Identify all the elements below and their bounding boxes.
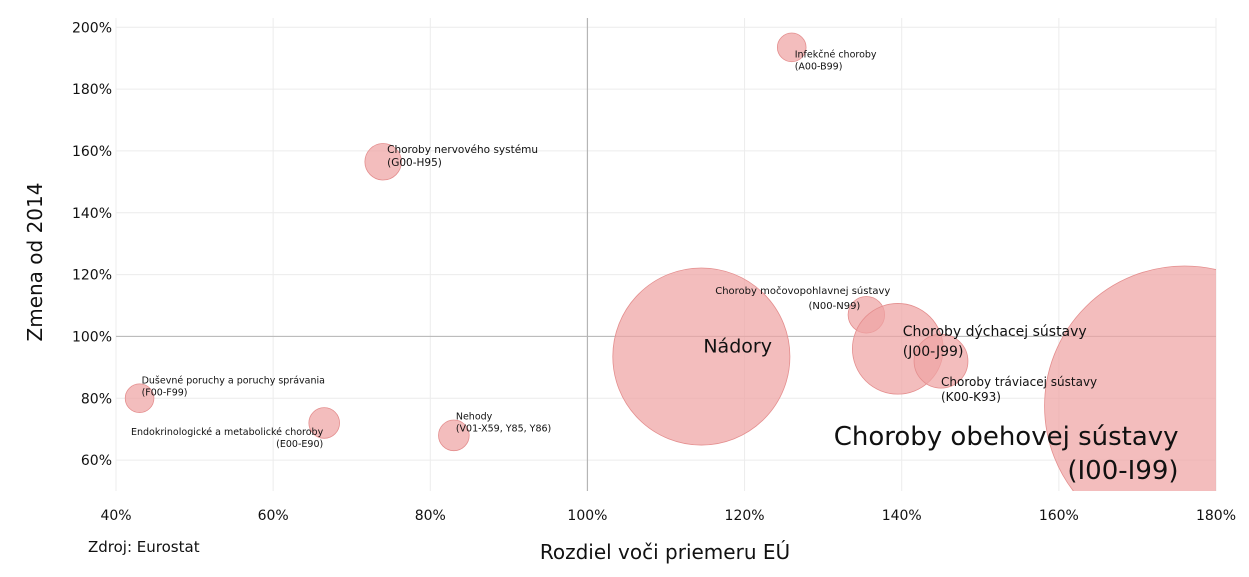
x-tick-label: 160%: [1039, 508, 1079, 524]
x-axis-ticks: 40% 60% 80% 100% 120% 140% 160% 180%: [100, 508, 1236, 524]
y-tick-label: 140%: [72, 206, 112, 222]
y-tick-label: 100%: [72, 329, 112, 345]
bubble-label-line: Choroby nervového systému: [387, 144, 538, 156]
y-tick-label: 160%: [72, 144, 112, 160]
x-tick-label: 120%: [725, 508, 765, 524]
bubble: [364, 143, 402, 181]
bubble-label-line: (F00-F99): [142, 387, 188, 398]
x-tick-label: 60%: [258, 508, 289, 524]
x-tick-label: 180%: [1196, 508, 1236, 524]
bubble: [124, 383, 155, 414]
bubble-label-line: (N00-N99): [809, 301, 861, 312]
bubble-label: Infekčné choroby (A00-B99): [795, 49, 877, 72]
x-tick-label: 40%: [100, 508, 131, 524]
bubble-label: Choroby tráviacej sústavy (K00-K93): [941, 375, 1097, 404]
bubble-label-line: Choroby obehovej sústavy: [834, 422, 1179, 452]
x-axis-title: Rozdiel voči priemeru EÚ: [540, 540, 790, 564]
bubble-label: Endokrinologické a metabolické choroby (E…: [131, 427, 324, 450]
bubble-label: Nehody (V01-X59, Y85, Y86): [456, 411, 551, 434]
bubble-label-line: (K00-K93): [941, 390, 1001, 404]
bubble-label-line: (A00-B99): [795, 61, 843, 72]
x-tick-label: 100%: [567, 508, 607, 524]
bubble-label-line: Infekčné choroby: [795, 49, 877, 60]
y-axis-title: Zmena od 2014: [23, 183, 47, 342]
bubble-label-line: Choroby tráviacej sústavy: [941, 375, 1097, 389]
bubble-label-line: (J00-J99): [903, 344, 964, 360]
bubble-label-line: Choroby dýchacej sústavy: [903, 324, 1087, 340]
y-tick-label: 180%: [72, 82, 112, 98]
bubble-labels: Infekčné choroby (A00-B99) Choroby nervové…: [131, 49, 1179, 486]
bubble-label-line: Endokrinologické a metabolické choroby: [131, 427, 324, 438]
bubble-label-line: Choroby močovopohlavnej sústavy: [715, 285, 890, 297]
bubble-label-line: Duševné poruchy a poruchy správania: [142, 375, 325, 386]
bubble-label-line: (G00-H95): [387, 157, 442, 169]
y-tick-label: 200%: [72, 20, 112, 36]
bubble: [438, 419, 470, 452]
bubble-label: Choroby močovopohlavnej sústavy (N00-N99): [715, 285, 890, 312]
bubble-label-line: Nehody: [456, 411, 493, 422]
bubble-label-line: (E00-E90): [276, 439, 323, 450]
y-tick-label: 120%: [72, 268, 112, 284]
bubble-label: Choroby nervového systému (G00-H95): [387, 144, 538, 169]
bubble-label-line: (I00-I99): [1067, 456, 1178, 486]
bubble: [1044, 265, 1216, 491]
bubble-label: Choroby obehovej sústavy (I00-I99): [834, 422, 1179, 486]
bubble: [308, 407, 340, 439]
bubble-label: Choroby dýchacej sústavy (J00-J99): [903, 324, 1087, 360]
y-tick-label: 80%: [81, 391, 112, 407]
bubble-label: Duševné poruchy a poruchy správania (F00-…: [142, 375, 325, 398]
bubble: [612, 267, 791, 446]
bubble-label-line: (V01-X59, Y85, Y86): [456, 423, 551, 434]
bubble-label: Nádory: [703, 336, 772, 358]
x-tick-label: 140%: [882, 508, 922, 524]
bubble: [776, 32, 807, 63]
bubble: [913, 333, 969, 389]
source-note: Zdroj: Eurostat: [88, 538, 200, 556]
y-tick-label: 60%: [81, 453, 112, 469]
bubble-label-line: Nádory: [703, 336, 772, 358]
y-axis-ticks: 60% 80% 100% 120% 140% 160% 180% 200%: [72, 20, 112, 469]
bubbles: [124, 32, 1216, 491]
x-tick-label: 80%: [415, 508, 446, 524]
